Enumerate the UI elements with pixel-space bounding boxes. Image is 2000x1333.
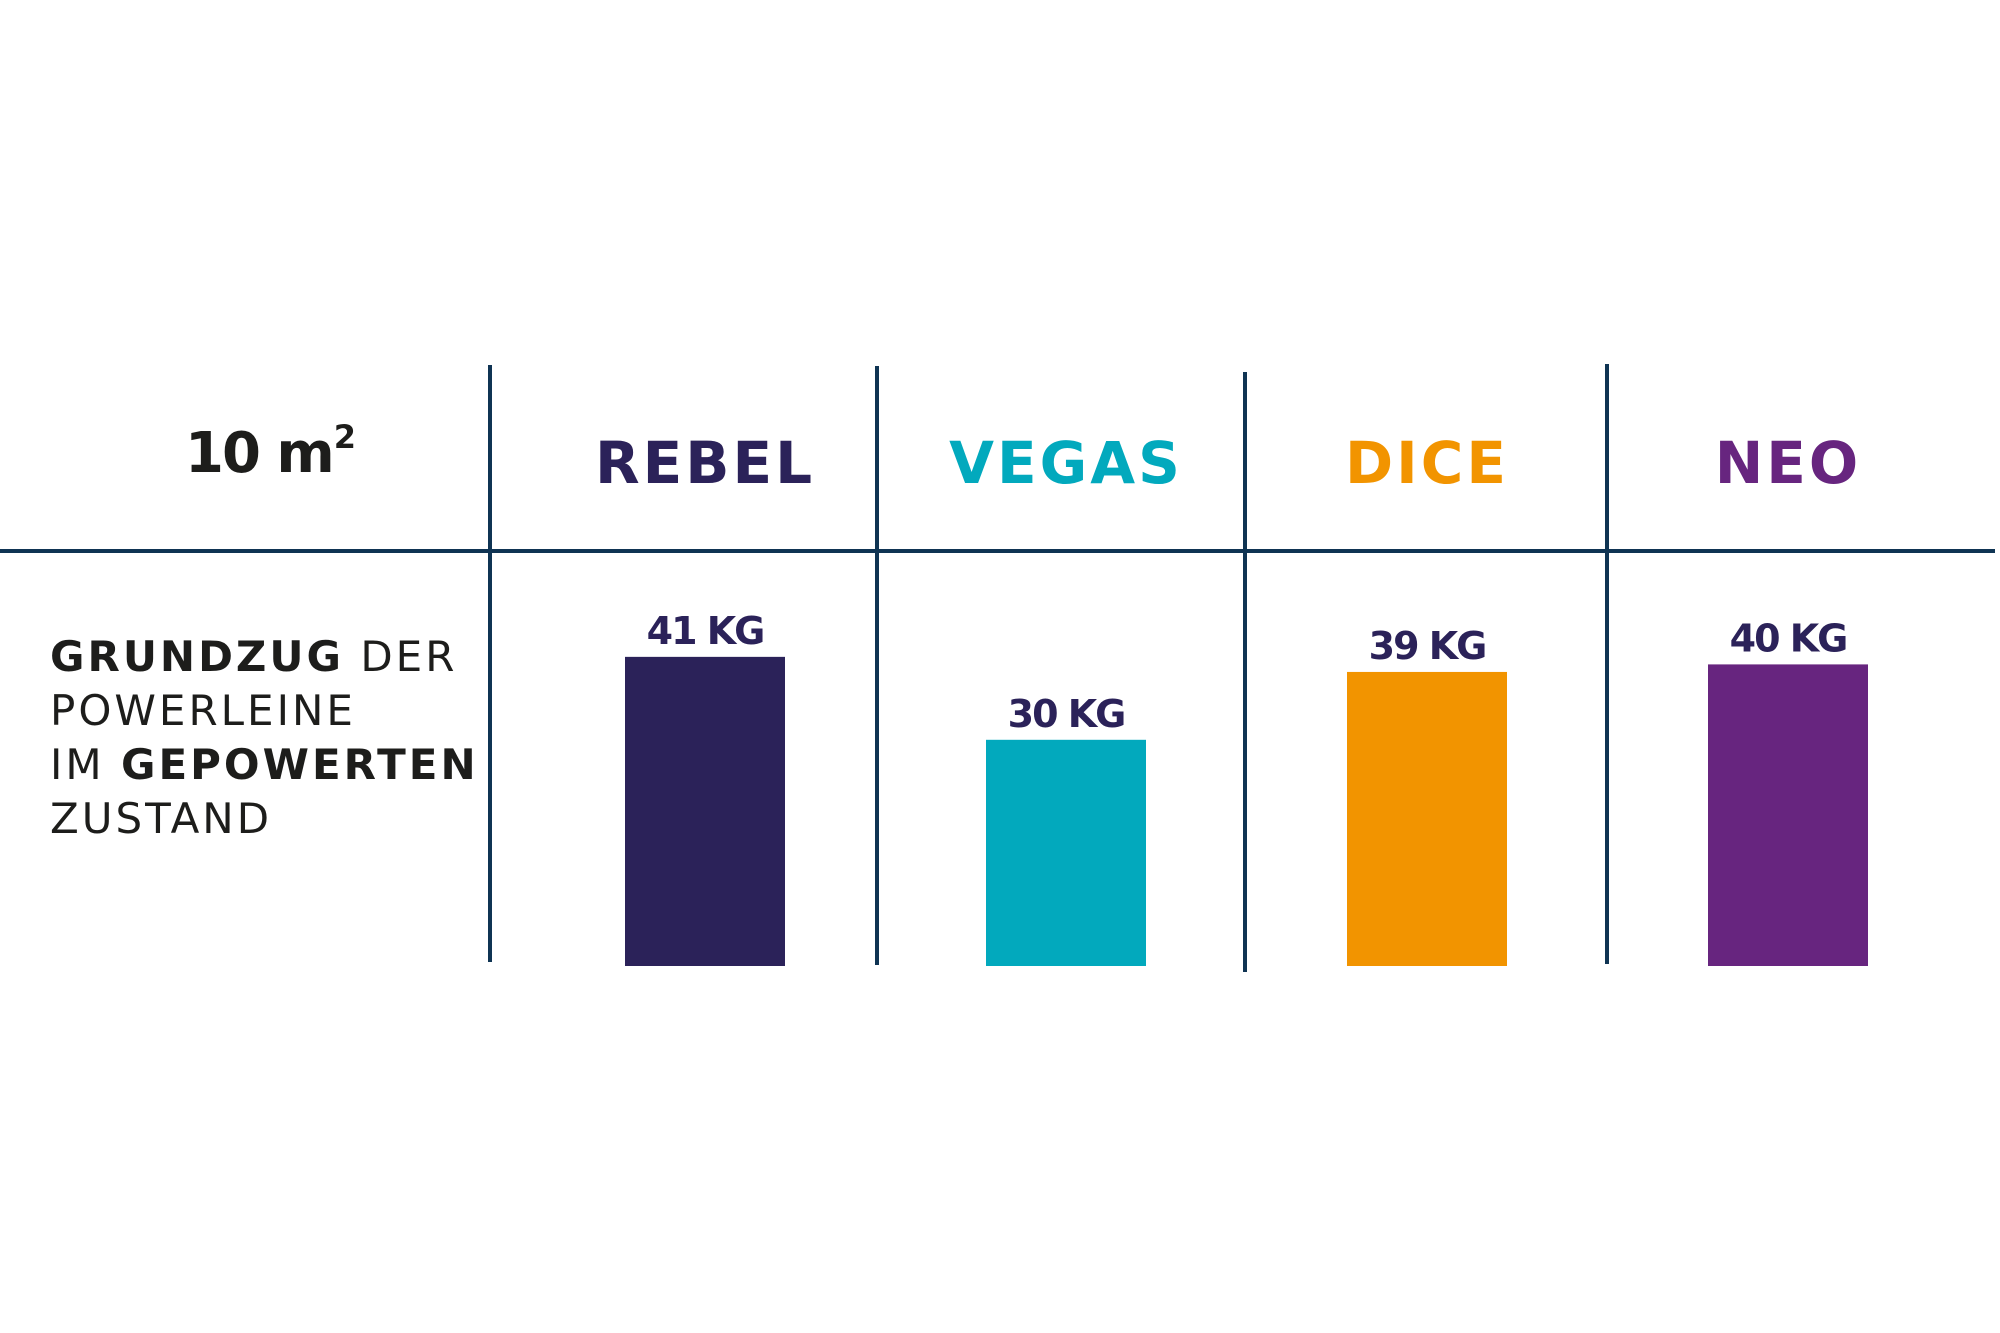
row-label-line-2: POWERLEINE [50, 686, 356, 735]
value-label-rebel: 41 KG [647, 609, 764, 653]
column-header-rebel: REBEL [595, 429, 815, 497]
size-value: 10 m [185, 421, 335, 486]
column-header-dice: DICE [1345, 429, 1509, 497]
row-label-line-1: GRUNDZUG DER [50, 630, 479, 684]
bar-rebel [625, 656, 785, 966]
kite-size-label: 10 m2 [185, 418, 356, 486]
bar-vegas [986, 739, 1146, 966]
column-header-neo: NEO [1715, 429, 1861, 497]
row-label-im: IM [50, 740, 121, 789]
column-headers: REBEL VEGAS DICE NEO [595, 429, 1861, 497]
row-label-line-4: ZUSTAND [50, 794, 273, 843]
row-label: GRUNDZUG DER POWERLEINE IM GEPOWERTEN ZU… [50, 630, 479, 846]
row-label-line-3: IM GEPOWERTEN [50, 738, 479, 792]
bar-dice [1347, 671, 1507, 966]
value-labels: 41 KG 30 KG 39 KG 40 KG [647, 609, 1849, 736]
row-label-der: DER [343, 632, 458, 681]
row-label-grundzug: GRUNDZUG [50, 632, 344, 681]
value-label-neo: 40 KG [1730, 616, 1847, 660]
value-label-dice: 39 KG [1369, 624, 1486, 668]
row-label-gepowerten: GEPOWERTEN [120, 740, 479, 789]
value-label-vegas: 30 KG [1008, 692, 1125, 736]
table-grid [0, 364, 1995, 972]
bar-neo [1708, 664, 1868, 966]
bars [625, 656, 1868, 966]
size-unit-superscript: 2 [333, 418, 356, 456]
column-header-vegas: VEGAS [949, 429, 1183, 497]
